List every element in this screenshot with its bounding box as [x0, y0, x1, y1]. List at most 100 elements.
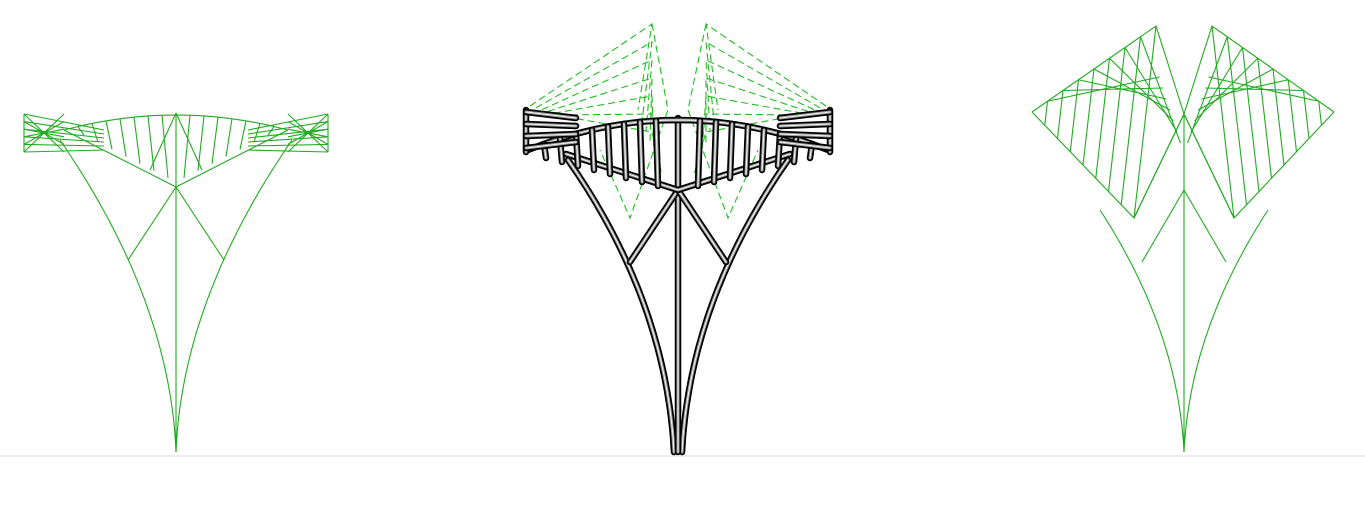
left-kite-rung — [1095, 58, 1111, 179]
end-fan-line — [23, 149, 105, 153]
left-kite-diagonal — [1062, 87, 1164, 92]
left-leg-member — [567, 159, 675, 453]
center-v — [1133, 112, 1235, 219]
right-leg-member — [681, 159, 789, 453]
left-kite-rung — [1120, 36, 1142, 205]
end-fan-line — [23, 121, 105, 135]
right-kite-bottom — [1183, 111, 1335, 219]
left-leg-member — [566, 158, 676, 454]
left-kite-diagonal — [1139, 36, 1182, 144]
left-strut — [127, 186, 177, 261]
end-cage-bar — [525, 141, 577, 149]
left-kite-bottom — [1031, 111, 1185, 219]
left-kite-diagonal — [1093, 68, 1171, 111]
right-strut — [175, 186, 225, 261]
left-leg-curve — [1099, 209, 1185, 453]
left-hanger — [119, 118, 127, 157]
right-lower-chord — [175, 129, 289, 188]
lower-chord-member — [565, 153, 791, 191]
left-rib-member — [623, 123, 627, 179]
right-kite-diagonal — [1190, 47, 1243, 133]
right-kite-diagonal — [1186, 36, 1228, 144]
end-fan-line — [23, 143, 105, 147]
end-cage-bar — [525, 133, 577, 137]
end-cross-line — [23, 113, 65, 153]
left-kite-rung — [1082, 68, 1095, 166]
right-rib-member — [745, 126, 749, 175]
end-cage-bar — [779, 133, 831, 137]
right-hanger — [225, 118, 233, 157]
left-kite-diagonal — [1109, 57, 1174, 122]
right-hanger — [183, 115, 191, 178]
right-leg-curve — [175, 139, 293, 453]
end-fan-line — [247, 121, 329, 135]
right-kite-diagonal — [1201, 79, 1289, 100]
right-leg-curve — [1183, 209, 1269, 453]
left-kite-rung — [1069, 79, 1080, 152]
end-fan-line — [23, 128, 105, 139]
left-kite-diagonal — [1078, 79, 1167, 100]
left-hanger — [105, 120, 113, 150]
apex-tie-left — [149, 112, 177, 171]
right-rib-member — [761, 129, 765, 171]
dashed-force-line-right — [705, 40, 821, 121]
end-cage-bar — [779, 111, 831, 119]
left-rib-member — [639, 121, 643, 183]
left-kite-diagonal — [1124, 47, 1178, 133]
right-kite-rung — [1226, 36, 1248, 205]
left-strut — [1141, 189, 1185, 263]
left-kite-rung — [1044, 101, 1049, 126]
right-kite-rung — [1302, 90, 1310, 139]
right-kite-rung — [1241, 47, 1260, 192]
end-cross-line — [287, 113, 329, 153]
right-rib-member — [697, 120, 701, 187]
left-hanger — [133, 117, 141, 164]
dashed-force-line-left — [547, 77, 653, 143]
end-fan-line — [247, 136, 329, 143]
right-rib-member — [713, 121, 717, 183]
right-leg-member — [680, 158, 790, 454]
right-kite-diagonal — [1197, 68, 1274, 111]
right-kite-spine — [1211, 25, 1235, 219]
right-kite-diagonal — [1194, 57, 1259, 122]
top-arch — [63, 114, 289, 131]
right-strut — [1183, 189, 1227, 263]
right-kite-rung — [1287, 79, 1298, 152]
right-kite-rung — [1272, 68, 1285, 166]
right-hanger — [197, 115, 205, 171]
left-kite-spine — [1133, 25, 1157, 219]
right-rib-member — [729, 123, 733, 179]
dashed-force-line-right — [687, 23, 759, 220]
left-lower-chord — [63, 129, 177, 188]
end-cage-bar — [779, 141, 831, 149]
end-fan-line — [247, 143, 329, 147]
left-leg-curve — [59, 139, 177, 453]
left-rib-member — [591, 129, 595, 171]
apex-tie-right — [175, 112, 203, 171]
dashed-force-line-left — [541, 59, 653, 132]
right-kite-rung — [1318, 101, 1323, 126]
left-strut-member — [629, 189, 679, 263]
end-cage-bar — [525, 123, 577, 127]
left-hanger — [161, 115, 169, 178]
end-fan-line — [247, 128, 329, 139]
right-kite-diagonal — [1204, 87, 1304, 92]
dashed-force-line-right — [705, 59, 815, 132]
structural-model-panel — [522, 22, 834, 456]
end-cage-bar — [779, 123, 831, 127]
end-cage-bar — [525, 111, 577, 119]
end-fan-line — [23, 136, 105, 143]
dashed-force-line-left — [535, 40, 653, 121]
force-diagram-panel — [1031, 25, 1335, 453]
dashed-force-line-left — [599, 23, 669, 220]
left-rib-member — [607, 126, 611, 175]
right-strut-member — [677, 189, 727, 263]
left-hanger — [147, 115, 155, 171]
right-hanger — [239, 120, 247, 150]
right-kite-rung — [1257, 58, 1273, 179]
left-leg-member — [564, 156, 678, 456]
form-diagram-panel — [23, 112, 329, 453]
left-kite-rung — [1107, 47, 1126, 192]
right-hanger — [211, 117, 219, 164]
